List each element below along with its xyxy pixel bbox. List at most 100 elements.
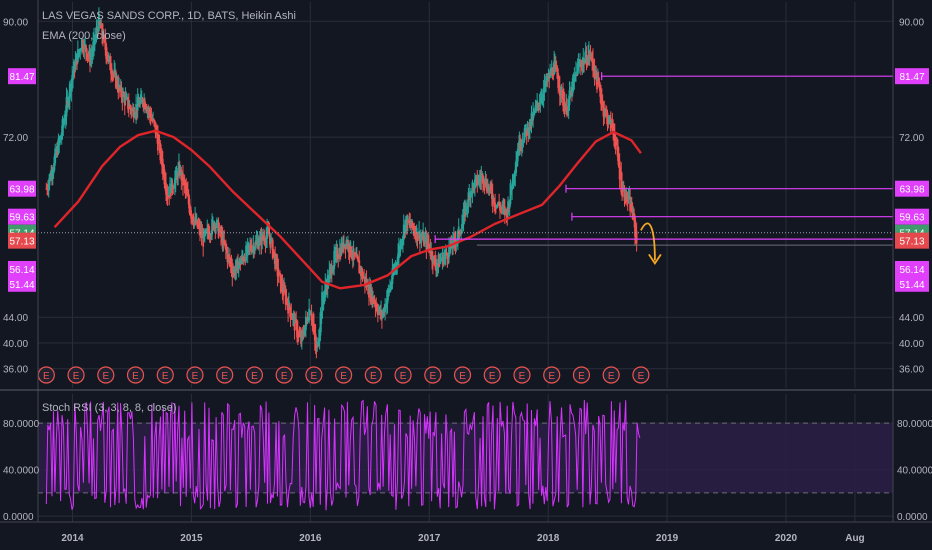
right-price-label: 63.98 [899,185,924,196]
candle-body [566,110,569,112]
candle-body [388,290,391,294]
candle-body [248,245,251,247]
candle-body [456,238,459,243]
candle-body [75,54,78,66]
candle-body [142,101,145,107]
right-price-tick: 72.00 [899,133,924,144]
candle-body [459,233,462,235]
candle-body [61,119,64,136]
candle-body [347,241,349,246]
candle-body [603,109,606,116]
candle-body [601,100,604,105]
left-price-label: 57.13 [9,237,34,248]
left-price-tick: 40.00 [3,339,28,350]
time-tick-label: 2016 [299,533,322,544]
earnings-e-label: E [192,371,199,382]
time-tick-label: 2018 [537,533,560,544]
candle-body [106,55,109,62]
earnings-e-label: E [638,371,645,382]
earnings-e-label: E [162,371,169,382]
earnings-e-label: E [43,371,50,382]
earnings-e-label: E [102,371,109,382]
earnings-e-icon [67,366,85,384]
candle-body [77,51,80,56]
candle-body [513,172,516,180]
left-price-label: 81.47 [9,72,34,83]
candle-body [583,61,585,65]
candle-body [217,221,220,238]
right-price-label: 81.47 [899,72,924,83]
candle-body [169,183,171,197]
earnings-e-label: E [578,371,585,382]
candle-body [376,305,378,312]
candle-body [173,187,175,189]
candle-body [435,266,438,268]
candle-body [307,320,310,322]
right-price-label: 56.14 [899,265,924,276]
right-price-tick: 40.00 [899,339,924,350]
right-price-tick: 44.00 [899,313,924,324]
candle-body [263,238,266,243]
earnings-e-label: E [400,371,407,382]
candle-body [111,73,114,75]
candle-body [73,68,76,72]
candle-body [400,245,403,247]
earnings-e-label: E [311,371,318,382]
time-tick-label: 2019 [656,533,679,544]
candle-body [183,180,186,186]
earnings-e-icon [394,366,412,384]
candle-body [357,257,360,263]
left-price-label-bg [8,260,36,277]
earnings-e-icon [335,366,353,384]
stoch-rsi-line [45,399,641,511]
right-price-label-bg [895,260,929,277]
candle-body [537,103,540,107]
right-price-label-bg [895,208,929,225]
candle-body [90,54,93,59]
heikin-ashi-candles [45,7,638,359]
candle-body [342,243,345,250]
candle-body [469,190,472,199]
candle-body [233,270,236,276]
candle-body [448,247,451,252]
projection-arrow[interactable] [640,222,662,266]
candle-body [587,55,590,62]
time-tick-label: Aug [845,533,864,544]
right-price-tick: 36.00 [899,365,924,376]
candle-body [428,244,431,252]
earnings-e-label: E [489,371,496,382]
earnings-e-icon [186,366,204,384]
left-price-label: 63.98 [9,185,34,196]
earnings-e-label: E [519,371,526,382]
candle-body [151,118,154,122]
candle-body [152,118,154,120]
candle-body [369,289,372,302]
candle-body [72,61,75,76]
candle-body [298,333,301,337]
candle-body [630,201,632,205]
candle-body [616,142,619,151]
candle-body [266,227,268,239]
ema-line [53,129,642,290]
candle-body [589,55,592,56]
candle-body [190,210,192,219]
candle-body [635,231,638,244]
candle-body [413,227,416,235]
candle-body [496,204,499,206]
earnings-e-label: E [370,371,377,382]
candle-body [529,125,532,127]
horizontal-levels[interactable] [38,72,893,246]
candle-body [81,44,84,49]
candle-body [221,234,224,249]
candle-body [497,201,500,206]
stoch-rsi-legend: Stoch RSI (3, 3, 8, 8, close) [42,402,177,414]
candle-body [74,60,77,71]
chart-legends: LAS VEGAS SANDS CORP., 1D, BATS, Heikin … [42,10,296,414]
candle-body [429,247,432,256]
right-rsi-tick: 80.0000 [897,419,932,430]
earnings-e-icon [126,366,145,384]
candle-body [258,244,260,246]
candle-body [473,179,476,189]
